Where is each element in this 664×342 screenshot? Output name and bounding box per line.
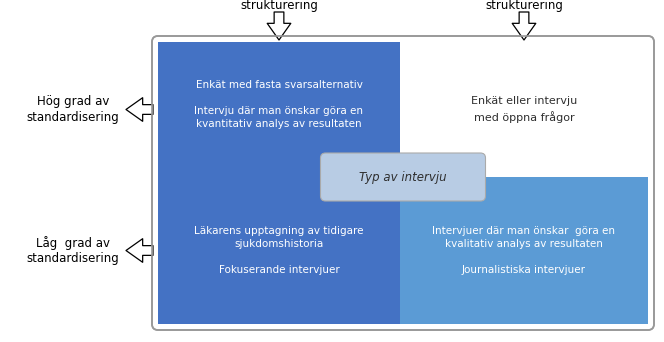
Text: Hög grad av
strukturering: Hög grad av strukturering — [240, 0, 318, 12]
Text: Intervjuer där man önskar  göra en
kvalitativ analys av resultaten

Journalistis: Intervjuer där man önskar göra en kvalit… — [432, 226, 616, 275]
Bar — [158, 42, 400, 177]
Text: Läkarens upptagning av tidigare
sjukdomshistoria

Fokuserande intervjuer: Läkarens upptagning av tidigare sjukdoms… — [195, 226, 364, 275]
FancyBboxPatch shape — [152, 36, 654, 330]
Bar — [158, 177, 400, 324]
Text: Enkät med fasta svarsalternativ

Intervju där man önskar göra en
kvantitativ ana: Enkät med fasta svarsalternativ Intervju… — [195, 80, 363, 129]
Text: Enkät eller intervju
med öppna frågor: Enkät eller intervju med öppna frågor — [471, 96, 577, 123]
Text: Låg  grad av
standardisering: Låg grad av standardisering — [27, 236, 120, 265]
Text: Typ av intervju: Typ av intervju — [359, 171, 447, 184]
Text: Låg grad av
strukturering: Låg grad av strukturering — [485, 0, 563, 13]
Text: Hög grad av
standardisering: Hög grad av standardisering — [27, 95, 120, 123]
FancyBboxPatch shape — [321, 153, 485, 201]
Bar — [400, 177, 648, 324]
